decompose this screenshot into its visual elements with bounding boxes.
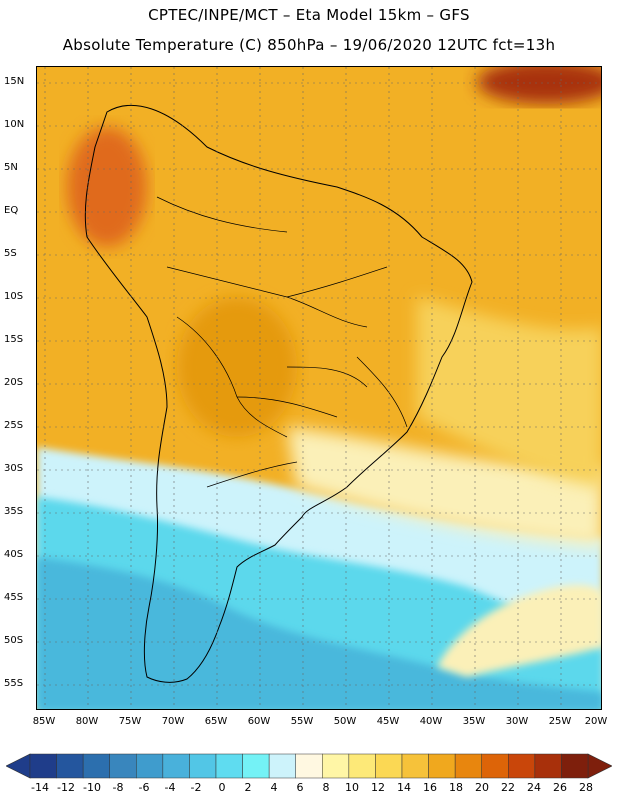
border-line (236, 396, 338, 418)
border-line (156, 196, 288, 233)
lon-label: 75W (118, 716, 142, 727)
lat-label: 40S (4, 549, 24, 560)
field-hot-center (177, 297, 297, 437)
border-line (176, 316, 288, 438)
lat-label: 15N (4, 76, 25, 87)
coastline (84, 105, 473, 683)
colorbar-swatch (534, 753, 562, 779)
lat-label: 45S (4, 592, 24, 603)
lon-label: 35W (462, 716, 486, 727)
lon-label: 25W (548, 716, 572, 727)
lon-label: 30W (505, 716, 529, 727)
temperature-map (36, 66, 602, 710)
border-line (286, 266, 388, 298)
colorbar-label: 4 (270, 781, 278, 794)
colorbar-swatch (109, 753, 137, 779)
lat-label: 30S (4, 463, 24, 474)
colorbar (5, 752, 613, 784)
colorbar-label: 2 (244, 781, 252, 794)
colorbar-label: -2 (190, 781, 202, 794)
colorbar-swatch (268, 753, 296, 779)
lon-label: 45W (376, 716, 400, 727)
colorbar-right-arrow (587, 753, 613, 779)
colorbar-swatch (136, 753, 164, 779)
border-line (356, 356, 408, 428)
colorbar-label: 20 (475, 781, 489, 794)
lon-label: 55W (290, 716, 314, 727)
lat-label: 50S (4, 635, 24, 646)
colorbar-swatch (242, 753, 270, 779)
temperature-field (37, 67, 601, 709)
colorbar-left-arrow (5, 753, 31, 779)
colorbar-label: 26 (553, 781, 567, 794)
lon-label: 40W (419, 716, 443, 727)
colorbar-swatch (29, 753, 57, 779)
lat-label: 10S (4, 291, 24, 302)
border-line (286, 366, 368, 388)
lat-label: 35S (4, 506, 24, 517)
colorbar-label: 18 (449, 781, 463, 794)
colorbar-swatch (561, 753, 589, 779)
colorbar-label: 8 (322, 781, 330, 794)
colorbar-swatch (454, 753, 482, 779)
colorbar-swatch (348, 753, 376, 779)
borders (156, 196, 408, 488)
colorbar-label: 6 (296, 781, 304, 794)
colorbar-swatch (162, 753, 190, 779)
colorbar-label: 10 (345, 781, 359, 794)
colorbar-swatch (375, 753, 403, 779)
lon-label: 50W (333, 716, 357, 727)
colorbar-label: 16 (423, 781, 437, 794)
field-mild-band (417, 297, 601, 487)
field-hot-andes (67, 127, 147, 247)
colorbar-swatch (56, 753, 84, 779)
lat-label: 5S (4, 248, 17, 259)
border-line (166, 266, 368, 328)
lon-label: 80W (75, 716, 99, 727)
colorbar-label: -12 (57, 781, 75, 794)
field-cool-swirl (437, 585, 601, 677)
colorbar-swatch (322, 753, 350, 779)
colorbar-swatch (401, 753, 429, 779)
border-line (206, 461, 298, 488)
field-pale-band (287, 427, 601, 547)
field-hot-ne (477, 67, 601, 104)
grid (37, 67, 601, 709)
colorbar-label: -10 (83, 781, 101, 794)
lon-label: 20W (584, 716, 608, 727)
lon-label: 70W (161, 716, 185, 727)
colorbar-label: 28 (579, 781, 593, 794)
colorbar-swatch (428, 753, 456, 779)
field-blue (37, 557, 601, 709)
colorbar-label: 12 (371, 781, 385, 794)
map-title: CPTEC/INPE/MCT – Eta Model 15km – GFS (148, 6, 470, 24)
map-subtitle: Absolute Temperature (C) 850hPa – 19/06/… (62, 36, 556, 54)
colorbar-label: -14 (31, 781, 49, 794)
colorbar-label: -4 (164, 781, 176, 794)
lat-label: EQ (4, 205, 19, 216)
lat-label: 25S (4, 420, 24, 431)
colorbar-label: 0 (218, 781, 226, 794)
colorbar-swatch (481, 753, 509, 779)
lat-label: 20S (4, 377, 24, 388)
colorbar-label: -8 (112, 781, 124, 794)
lat-label: 15S (4, 334, 24, 345)
lat-label: 55S (4, 678, 24, 689)
colorbar-label: 14 (397, 781, 411, 794)
colorbar-label: 24 (527, 781, 541, 794)
colorbar-label: -6 (138, 781, 150, 794)
lon-label: 85W (32, 716, 56, 727)
lon-label: 65W (204, 716, 228, 727)
colorbar-swatch (508, 753, 536, 779)
colorbar-swatch (295, 753, 323, 779)
colorbar-swatch (215, 753, 243, 779)
lat-label: 5N (4, 162, 18, 173)
colorbar-swatch (82, 753, 110, 779)
lat-label: 10N (4, 119, 25, 130)
colorbar-label: 22 (501, 781, 515, 794)
lon-label: 60W (247, 716, 271, 727)
colorbar-swatch (189, 753, 217, 779)
